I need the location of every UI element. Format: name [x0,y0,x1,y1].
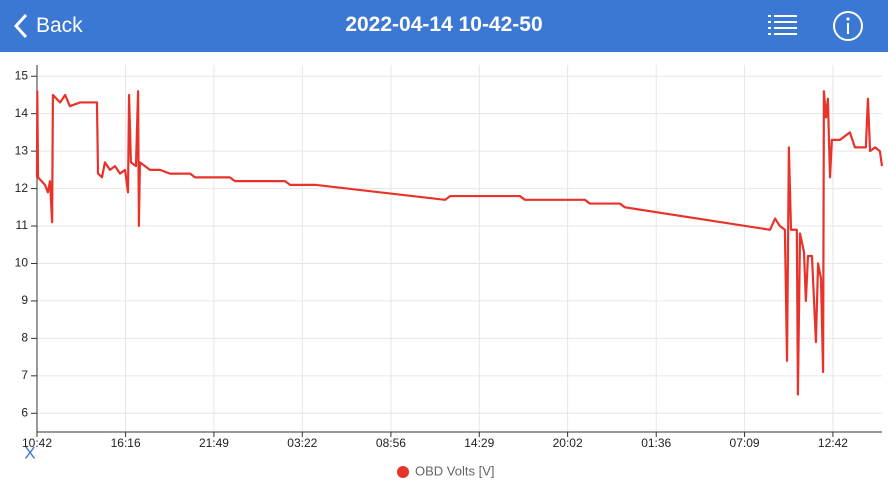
y-tick-label: 6 [21,405,28,419]
y-tick-label: 14 [15,106,29,120]
x-tick-label: 01:36 [641,436,671,450]
x-tick-label: 21:49 [199,436,229,450]
list-icon[interactable] [766,12,798,40]
y-tick-label: 11 [16,218,29,232]
y-tick-label: 12 [15,181,29,195]
x-axis-label: X [24,443,35,462]
y-tick-label: 13 [15,143,29,157]
x-tick-label: 03:22 [287,436,317,450]
nav-bar: Back 2022-04-14 10-42-50 [0,0,888,52]
y-tick-label: 9 [21,293,28,307]
x-tick-label: 08:56 [376,436,406,450]
title: 2022-04-14 10-42-50 [345,13,543,36]
x-tick-label: 12:42 [818,436,848,450]
y-tick-label: 10 [15,256,29,270]
chart: 6 7 8 9 10 11 12 13 14 15 10:42 16:16 21:49 03:22 08:5… [15,65,884,478]
x-tick-label: 10:42 [22,436,52,450]
y-tick-label: 7 [21,368,28,382]
back-label: Back [36,14,83,37]
info-icon[interactable] [832,10,864,42]
y-tick-label: 15 [15,68,29,82]
legend-label: OBD Volts [V] [415,463,494,478]
back-button[interactable]: Back [12,11,83,41]
x-tick-label: 16:16 [111,436,141,450]
legend-marker [397,466,409,478]
y-tick-label: 8 [21,331,28,345]
x-tick-label: 07:09 [730,436,760,450]
data-line [35,90,884,396]
back-chevron [13,13,28,39]
x-tick-label: 14:29 [464,436,494,450]
x-tick-label: 20:02 [553,436,583,450]
